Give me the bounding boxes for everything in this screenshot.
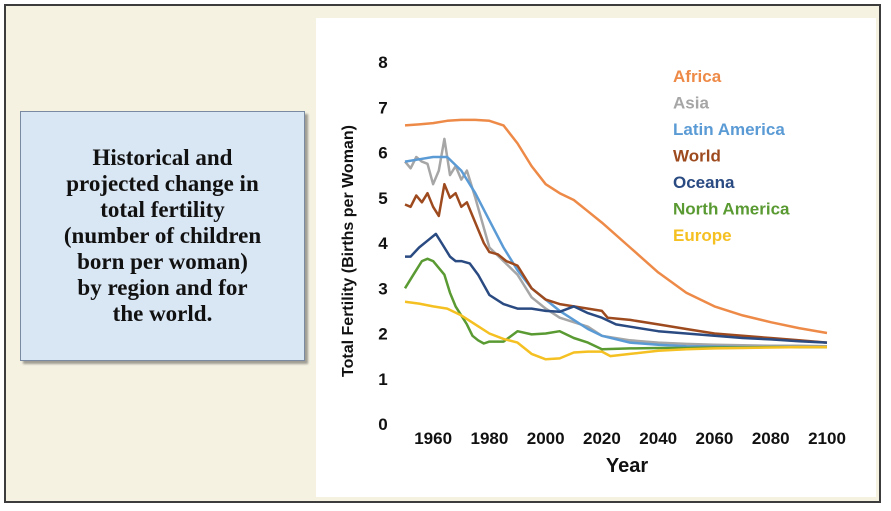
fertility-line-chart: 0 1 2 3 4 5 6 7 8 1960 1980 2000 2020 2040 2060 2080 21… bbox=[340, 53, 846, 477]
y-tick-label: 6 bbox=[378, 144, 387, 163]
x-tick-label: 2100 bbox=[808, 429, 846, 448]
series-line-asia bbox=[404, 137, 828, 348]
y-tick-label: 1 bbox=[378, 370, 387, 389]
legend-label-latin-america: Latin America bbox=[673, 120, 785, 139]
y-tick-label: 7 bbox=[378, 98, 387, 117]
series-line-world bbox=[404, 182, 828, 344]
y-axis-ticks: 0 1 2 3 4 5 6 7 8 bbox=[378, 53, 388, 434]
series-line-europe bbox=[404, 300, 827, 361]
caption-box: Historical and projected change in total… bbox=[20, 111, 305, 361]
y-tick-label: 0 bbox=[378, 415, 387, 434]
x-axis-title: Year bbox=[606, 455, 648, 477]
x-tick-label: 1980 bbox=[470, 429, 508, 448]
series-lines bbox=[403, 118, 828, 361]
legend-label-europe: Europe bbox=[673, 226, 732, 245]
series-line-africa bbox=[404, 118, 828, 335]
x-tick-label: 1960 bbox=[414, 429, 452, 448]
y-tick-label: 5 bbox=[378, 189, 387, 208]
x-tick-label: 2020 bbox=[583, 429, 621, 448]
legend-label-oceana: Oceana bbox=[673, 173, 735, 192]
y-tick-label: 8 bbox=[378, 53, 387, 72]
x-tick-label: 2000 bbox=[527, 429, 565, 448]
y-tick-label: 2 bbox=[378, 325, 387, 344]
x-axis-ticks: 1960 1980 2000 2020 2040 2060 2080 2100 bbox=[414, 429, 846, 448]
legend: Africa Asia Latin America World Oceana North … bbox=[673, 67, 790, 245]
chart-panel: 0 1 2 3 4 5 6 7 8 1960 1980 2000 2020 2040 2060 2080 21… bbox=[316, 18, 876, 497]
series-line-oceana bbox=[405, 232, 828, 344]
caption-text: Historical and projected change in total… bbox=[63, 145, 262, 326]
x-tick-label: 2080 bbox=[752, 429, 790, 448]
legend-label-africa: Africa bbox=[673, 67, 722, 86]
y-tick-label: 4 bbox=[378, 234, 388, 253]
legend-label-asia: Asia bbox=[673, 94, 709, 113]
series-line-north-america bbox=[403, 257, 827, 351]
y-tick-label: 3 bbox=[378, 279, 387, 298]
y-axis-title: Total Fertility (Births per Woman) bbox=[340, 125, 357, 377]
legend-label-world: World bbox=[673, 147, 721, 166]
x-tick-label: 2040 bbox=[639, 429, 677, 448]
x-tick-label: 2060 bbox=[696, 429, 734, 448]
legend-label-north-america: North America bbox=[673, 200, 790, 219]
